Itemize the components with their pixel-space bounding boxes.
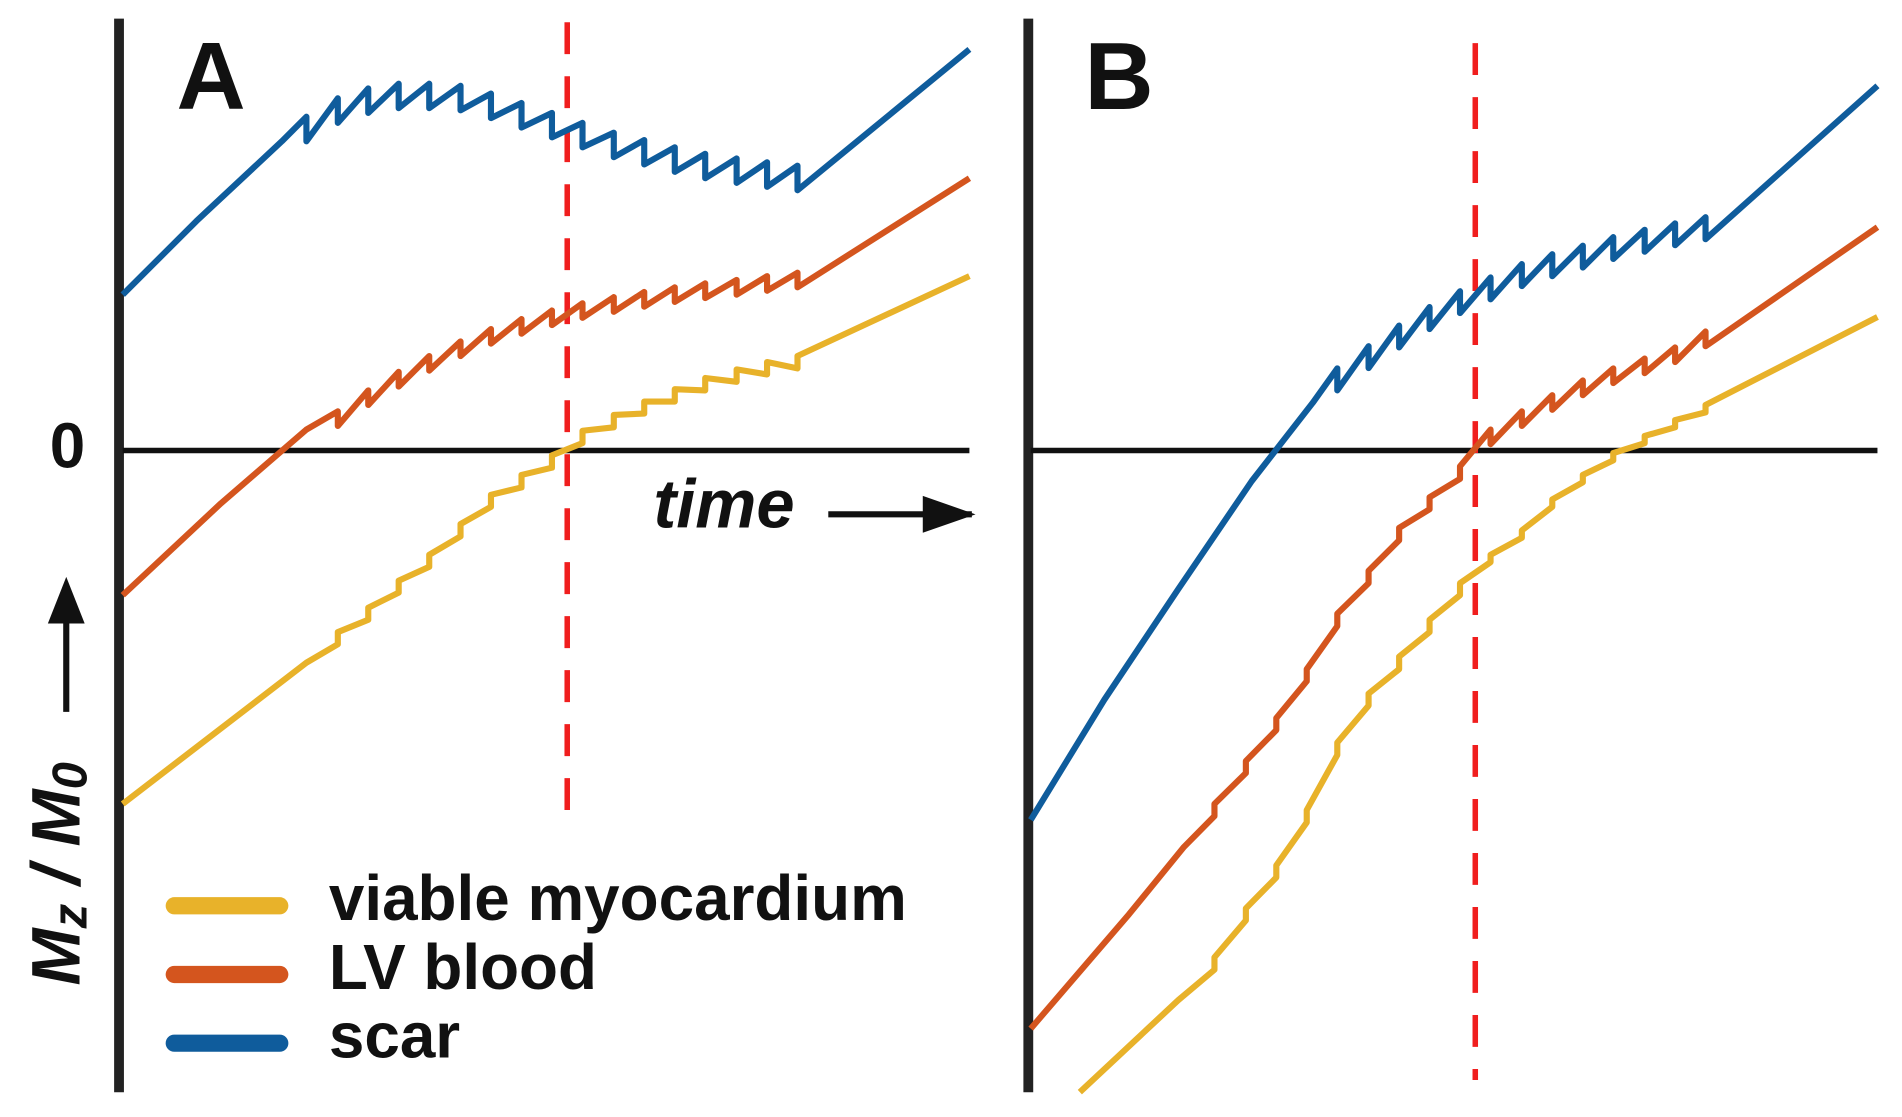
y-label-part: M	[18, 927, 95, 986]
panel-label: A	[176, 23, 245, 130]
legend-label: LV blood	[329, 931, 597, 1003]
series-line	[120, 47, 972, 297]
y-label-sub: 0	[44, 762, 98, 789]
series-line	[1028, 83, 1880, 822]
legend-label: scar	[329, 1000, 460, 1072]
series-line	[1077, 314, 1879, 1095]
y-arrowhead	[47, 576, 85, 624]
series-line	[120, 273, 971, 807]
y-label-sub: z	[44, 903, 98, 929]
series-line	[120, 175, 972, 598]
y-axis-label: Mz / M0	[18, 762, 98, 986]
x-arrowhead	[922, 495, 976, 533]
y-label-part: / M	[18, 788, 95, 904]
x-axis-label: time	[653, 466, 794, 543]
y-tick-label: 0	[50, 409, 85, 481]
legend-label: viable myocardium	[329, 862, 907, 934]
series-line	[1028, 224, 1880, 1031]
panel-label: B	[1085, 23, 1154, 130]
